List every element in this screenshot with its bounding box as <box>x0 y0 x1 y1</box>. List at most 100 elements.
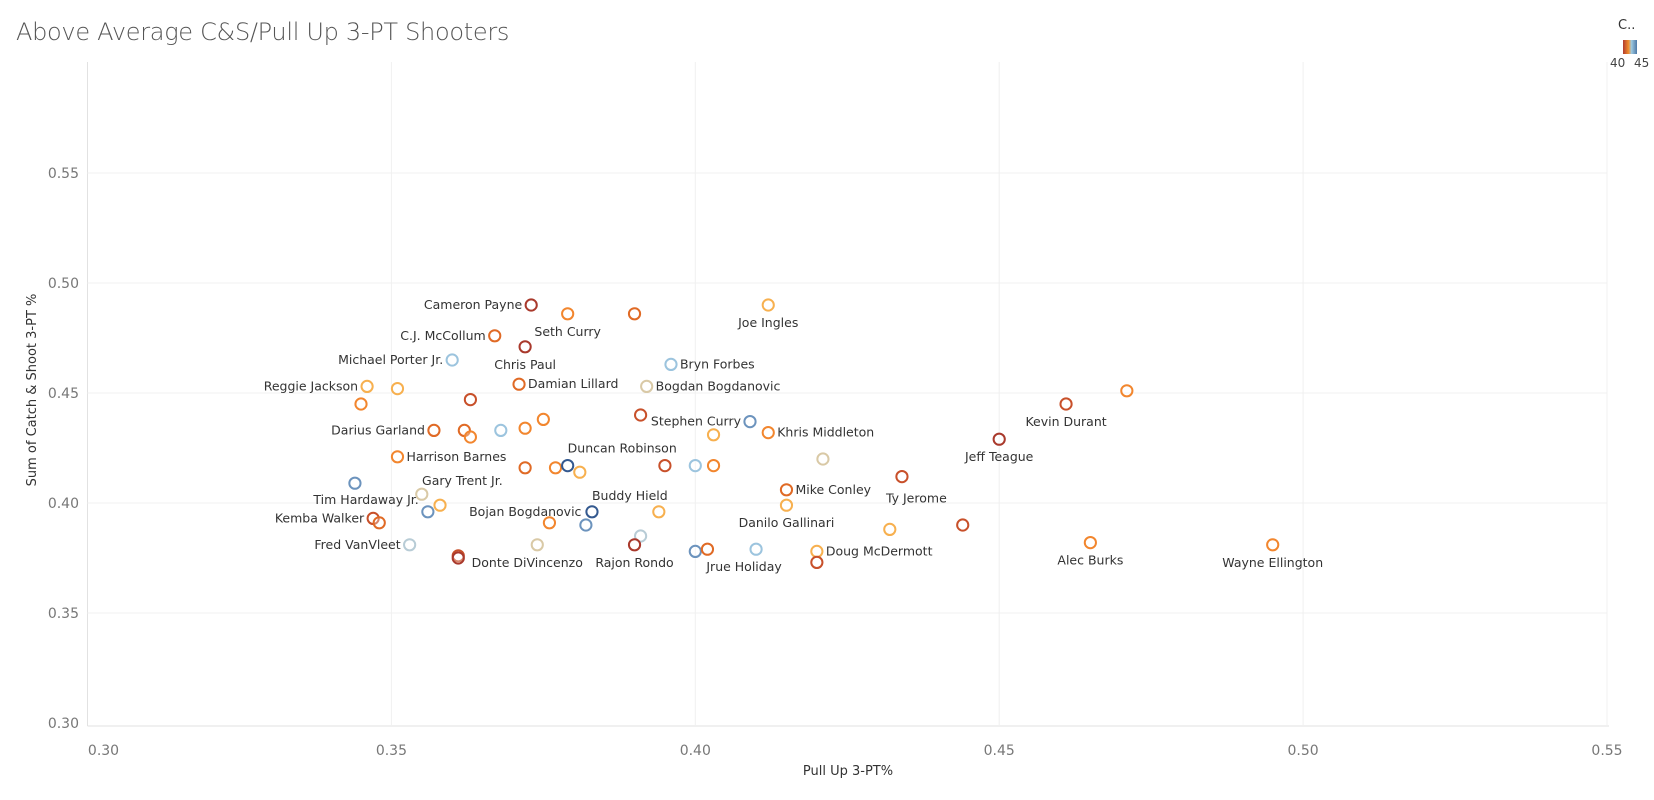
point-label: Kemba Walker <box>275 510 365 525</box>
point-label: Doug McDermott <box>826 543 933 558</box>
data-point[interactable] <box>372 516 386 530</box>
point-label: Duncan Robinson <box>568 441 677 456</box>
data-point[interactable] <box>348 476 362 490</box>
data-point[interactable] <box>810 555 824 570</box>
data-point[interactable] <box>761 426 775 440</box>
data-point[interactable] <box>883 522 897 537</box>
data-point[interactable] <box>779 483 794 497</box>
data-point[interactable] <box>1083 536 1097 550</box>
data-point[interactable] <box>700 542 715 556</box>
data-point[interactable] <box>585 505 599 519</box>
x-tick-label: 0.30 <box>88 743 119 759</box>
point-label: Chris Paul <box>494 357 556 372</box>
point-label: Wayne Ellington <box>1222 555 1323 570</box>
chart-title: Above Average C&S/Pull Up 3-PT Shooters <box>16 18 510 46</box>
data-point[interactable] <box>1266 538 1280 552</box>
data-point[interactable] <box>542 516 557 530</box>
data-point[interactable] <box>627 538 642 552</box>
point-label: Fred VanVleet <box>314 537 400 552</box>
point-label: Joe Ingles <box>737 315 798 330</box>
data-point[interactable] <box>561 307 575 321</box>
data-point[interactable] <box>706 428 721 442</box>
point-label: C.J. McCollum <box>400 328 485 343</box>
data-point[interactable] <box>561 459 575 473</box>
point-label: Mike Conley <box>795 482 871 497</box>
x-tick-label: 0.45 <box>984 743 1015 759</box>
legend-max-label: 45 <box>1634 56 1650 70</box>
data-point[interactable] <box>658 459 672 473</box>
data-point[interactable] <box>463 430 478 444</box>
point-label: Harrison Barnes <box>406 449 506 464</box>
data-point[interactable] <box>421 505 435 519</box>
point-label: Rajon Rondo <box>595 555 673 570</box>
data-point[interactable] <box>530 538 544 552</box>
data-point[interactable] <box>1059 397 1073 411</box>
point-label: Buddy Hield <box>592 488 668 503</box>
data-point[interactable] <box>390 382 405 396</box>
data-point[interactable] <box>633 408 648 422</box>
data-point[interactable] <box>354 397 368 411</box>
data-point[interactable] <box>403 538 417 552</box>
data-point[interactable] <box>524 298 538 312</box>
point-label: Ty Jerome <box>885 491 947 506</box>
data-point[interactable] <box>761 298 775 312</box>
point-label: Tim Hardaway Jr. <box>312 492 418 507</box>
data-point[interactable] <box>518 340 532 354</box>
data-point[interactable] <box>536 412 550 426</box>
data-point[interactable] <box>779 498 794 512</box>
data-point[interactable] <box>895 470 909 484</box>
data-point[interactable] <box>1120 384 1134 398</box>
legend-color-ramp <box>1623 40 1637 54</box>
data-point[interactable] <box>360 379 374 393</box>
data-point[interactable] <box>749 542 763 556</box>
data-point[interactable] <box>743 415 757 429</box>
data-point[interactable] <box>451 551 465 565</box>
x-tick-label: 0.35 <box>376 743 407 759</box>
y-tick-label: 0.45 <box>48 386 79 402</box>
data-point[interactable] <box>548 461 563 475</box>
data-point[interactable] <box>579 518 593 532</box>
point-label: Michael Porter Jr. <box>338 352 443 367</box>
x-tick-label: 0.55 <box>1591 743 1622 759</box>
data-point[interactable] <box>390 450 405 464</box>
x-tick-label: 0.40 <box>680 743 711 759</box>
y-tick-label: 0.55 <box>48 166 79 182</box>
data-point[interactable] <box>633 529 648 543</box>
point-label: Donte DiVincenzo <box>472 555 583 570</box>
data-point[interactable] <box>640 379 654 393</box>
legend-min-label: 40 <box>1610 56 1626 70</box>
data-point[interactable] <box>627 307 642 321</box>
point-label: Seth Curry <box>534 324 601 339</box>
data-point[interactable] <box>573 465 587 479</box>
data-point[interactable] <box>494 423 508 437</box>
data-point[interactable] <box>992 432 1006 446</box>
data-point[interactable] <box>415 487 429 501</box>
data-point[interactable] <box>427 423 441 437</box>
data-point[interactable] <box>518 421 532 435</box>
data-point[interactable] <box>816 452 830 466</box>
x-tick-label: 0.50 <box>1288 743 1319 759</box>
y-tick-label: 0.40 <box>48 496 79 512</box>
point-label: Danilo Gallinari <box>739 515 835 530</box>
point-label: Stephen Curry <box>651 414 742 429</box>
data-point[interactable] <box>652 505 666 519</box>
legend-title[interactable]: C.. <box>1618 18 1636 33</box>
data-point[interactable] <box>706 459 721 473</box>
point-label: Bojan Bogdanovic <box>469 504 581 519</box>
data-point[interactable] <box>512 377 526 391</box>
data-point[interactable] <box>810 544 824 559</box>
data-point[interactable] <box>518 461 532 475</box>
data-point[interactable] <box>433 498 447 512</box>
data-point[interactable] <box>688 544 702 559</box>
data-point[interactable] <box>664 357 678 371</box>
point-label: Reggie Jackson <box>264 378 358 393</box>
point-label: Cameron Payne <box>424 297 523 312</box>
point-label: Kevin Durant <box>1025 414 1106 429</box>
data-point[interactable] <box>956 518 970 532</box>
point-label: Bryn Forbes <box>680 356 755 371</box>
data-point[interactable] <box>688 459 702 473</box>
data-point[interactable] <box>488 329 502 343</box>
data-point[interactable] <box>463 393 478 407</box>
data-point[interactable] <box>445 353 459 367</box>
